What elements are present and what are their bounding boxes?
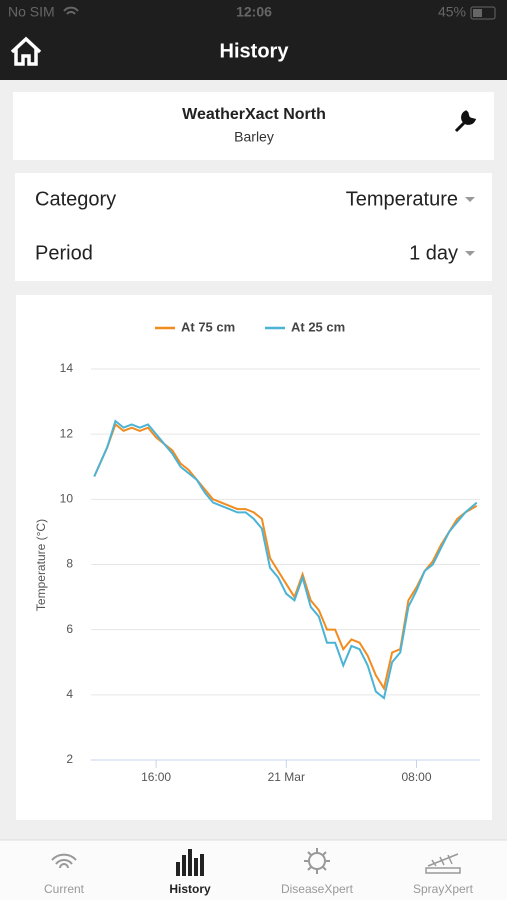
filter-value[interactable]: Temperature [346,188,458,210]
tab-icon [176,849,204,876]
legend-label: At 25 cm [291,319,345,334]
filter-label: Category [35,188,116,210]
tab-icon-rays [304,848,330,874]
clock: 12:06 [236,4,272,20]
top-bar [0,0,507,80]
legend-label: At 75 cm [181,319,235,334]
y-tick-label: 6 [66,622,73,636]
filter-value[interactable]: 1 day [409,242,458,264]
filter-card [15,173,492,281]
y-tick-label: 14 [60,361,74,375]
tab-current[interactable]: Current [44,853,85,897]
home-button[interactable] [10,36,42,66]
header-title: History [220,40,290,62]
filter-label: Period [35,242,93,264]
dropdown-caret [465,197,475,202]
x-tick-label: 08:00 [402,770,432,784]
y-tick-label: 12 [60,426,74,440]
battery-level: 45% [438,4,466,20]
station-card[interactable] [13,92,494,160]
tab-label: DiseaseXpert [281,882,354,896]
tab-label: Current [44,882,85,896]
y-axis-label: Temperature (°C) [34,519,48,611]
y-tick-label: 8 [66,557,73,571]
tab-label: History [169,882,211,896]
carrier: No SIM [8,4,55,20]
y-tick-label: 2 [66,752,73,766]
tab-history[interactable]: History [169,849,211,896]
y-tick-label: 4 [66,687,73,701]
series-line [93,419,478,700]
station-name: WeatherXact North [182,106,326,123]
y-tick-label: 10 [60,492,74,506]
battery-icon [470,6,496,20]
tab-icon [51,853,77,869]
chart-card [16,295,492,820]
station-crop: Barley [234,129,274,145]
tab-sprayxpert[interactable]: SprayXpert [413,853,474,896]
tab-icon [308,852,326,870]
settings-button[interactable] [454,110,477,133]
tab-icon [425,853,461,874]
wifi-icon [63,6,79,15]
tab-diseasexpert[interactable]: DiseaseXpert [281,848,354,896]
battery-fill [473,9,482,17]
dropdown-caret [465,251,475,256]
tab-bar [0,840,507,900]
x-tick-label: 21 Mar [268,770,305,784]
chart: 2 4 6 8 10 12 14 16:00 21 Mar 08:00 At 75 cm At 25 … [60,319,480,784]
tab-label: SprayXpert [413,882,474,896]
x-tick-label: 16:00 [141,770,171,784]
